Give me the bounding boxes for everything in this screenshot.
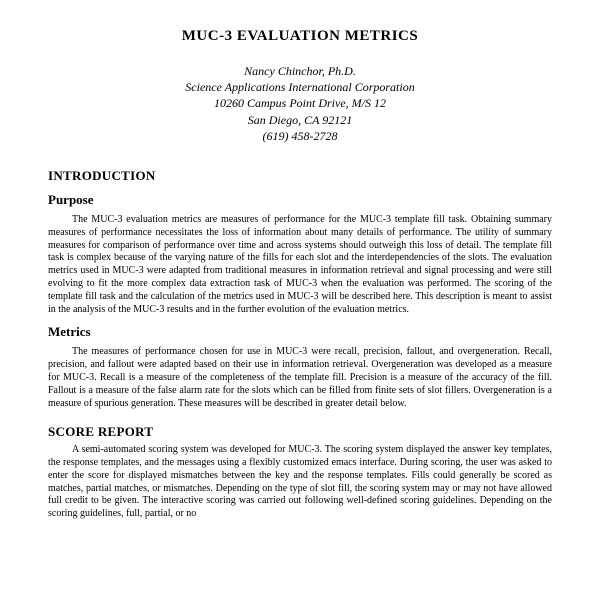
author-name: Nancy Chinchor, Ph.D. [48,63,552,79]
author-block: Nancy Chinchor, Ph.D. Science Applicatio… [48,63,552,144]
score-paragraph: A semi-automated scoring system was deve… [48,444,552,521]
author-city: San Diego, CA 92121 [48,112,552,128]
purpose-paragraph: The MUC-3 evaluation metrics are measure… [48,214,552,316]
section-introduction: INTRODUCTION [48,168,552,184]
subsection-purpose: Purpose [48,192,552,208]
metrics-paragraph: The measures of performance chosen for u… [48,346,552,410]
author-address: 10260 Campus Point Drive, M/S 12 [48,95,552,111]
author-org: Science Applications International Corpo… [48,79,552,95]
subsection-metrics: Metrics [48,324,552,340]
paper-title: MUC-3 EVALUATION METRICS [48,28,552,45]
section-score-report: SCORE REPORT [48,424,552,440]
author-phone: (619) 458-2728 [48,128,552,144]
